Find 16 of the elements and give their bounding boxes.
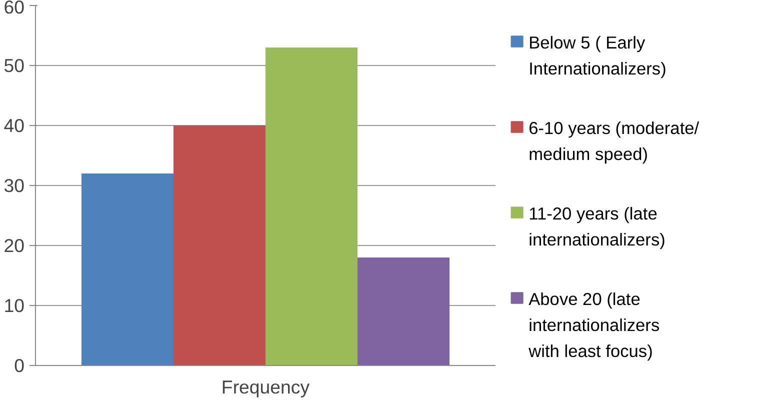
y-tick-label: 30 bbox=[4, 175, 25, 196]
x-tick-label: Frequency bbox=[221, 376, 310, 398]
y-tick-label: 0 bbox=[14, 355, 25, 376]
legend-label: Above 20 (late internationalizers with least focus) bbox=[528, 289, 660, 361]
y-tick-label: 40 bbox=[4, 115, 25, 136]
legend-label: 6-10 years (moderate/ medium speed) bbox=[528, 118, 700, 164]
bar bbox=[266, 48, 358, 366]
bar bbox=[174, 126, 266, 366]
y-tick-label: 60 bbox=[4, 0, 25, 18]
bar bbox=[82, 174, 174, 366]
y-tick-label: 20 bbox=[4, 235, 25, 256]
y-tick-label: 10 bbox=[4, 295, 25, 316]
bar bbox=[358, 258, 450, 366]
y-tick-label: 50 bbox=[4, 55, 25, 76]
legend-label: 11-20 years (late internationalizers) bbox=[528, 204, 666, 250]
legend-label: Below 5 ( Early Internationalizers) bbox=[528, 32, 666, 78]
